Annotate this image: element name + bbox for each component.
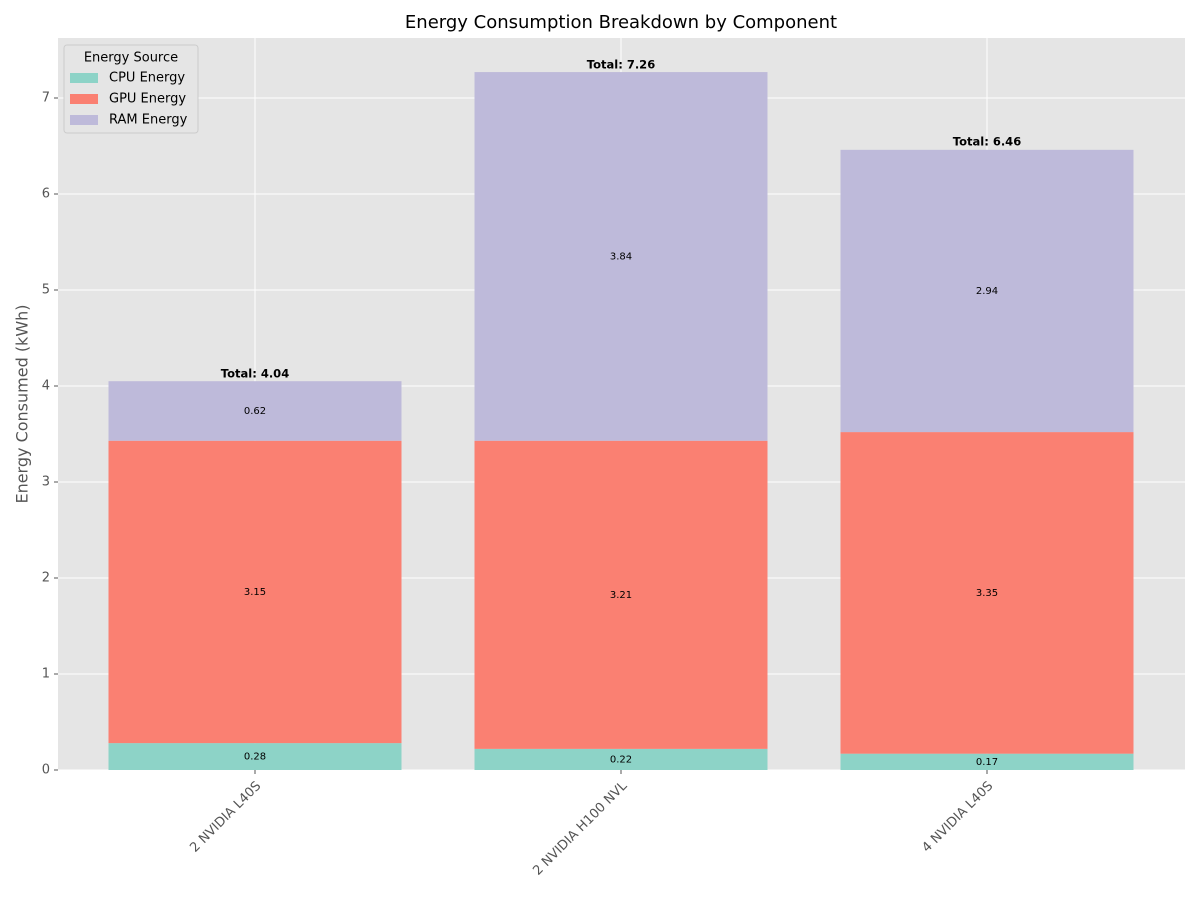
value-label: 0.62: [244, 406, 266, 417]
x-tick-label: 4 NVIDIA L40S: [919, 779, 996, 856]
y-tick-label: 5: [42, 283, 50, 298]
y-axis-label: Energy Consumed (kWh): [13, 304, 32, 503]
bar-segment: [474, 440, 768, 749]
y-tick-label: 1: [42, 667, 50, 682]
x-tick-label: 2 NVIDIA H100 NVL: [530, 778, 630, 878]
legend-swatch: [70, 115, 98, 125]
legend-title: Energy Source: [84, 51, 178, 66]
bar-segment: [108, 381, 402, 441]
y-tick-label: 0: [42, 763, 50, 778]
value-label: 0.17: [976, 757, 998, 768]
y-tick-label: 6: [42, 187, 50, 202]
legend-label: GPU Energy: [109, 92, 186, 107]
bar-segment: [474, 748, 768, 770]
y-tick-label: 2: [42, 571, 50, 586]
value-label: 2.94: [976, 286, 998, 297]
chart-title: Energy Consumption Breakdown by Componen…: [405, 12, 837, 33]
bar-segment: [840, 432, 1134, 754]
value-label: 0.28: [244, 752, 266, 763]
y-tick-label: 4: [42, 379, 50, 394]
legend-swatch: [70, 94, 98, 104]
y-tick-label: 3: [42, 475, 50, 490]
bar-segment: [840, 149, 1134, 433]
bar-segment: [108, 440, 402, 744]
value-label: 3.84: [610, 251, 632, 262]
y-tick-label: 7: [42, 91, 50, 106]
legend-label: RAM Energy: [109, 113, 188, 128]
bar-segment: [108, 743, 402, 770]
bar-segment: [474, 72, 768, 441]
value-label: 3.15: [244, 587, 266, 598]
total-label: Total: 7.26: [587, 58, 655, 72]
total-label: Total: 4.04: [221, 367, 289, 381]
bar-segment: [840, 753, 1134, 770]
legend-label: CPU Energy: [109, 71, 185, 86]
legend-swatch: [70, 73, 98, 83]
value-label: 3.21: [610, 590, 632, 601]
total-label: Total: 6.46: [953, 134, 1021, 148]
value-label: 0.22: [610, 754, 632, 765]
x-tick-label: 2 NVIDIA L40S: [187, 779, 264, 856]
value-label: 3.35: [976, 588, 998, 599]
legend-box: [63, 44, 199, 134]
